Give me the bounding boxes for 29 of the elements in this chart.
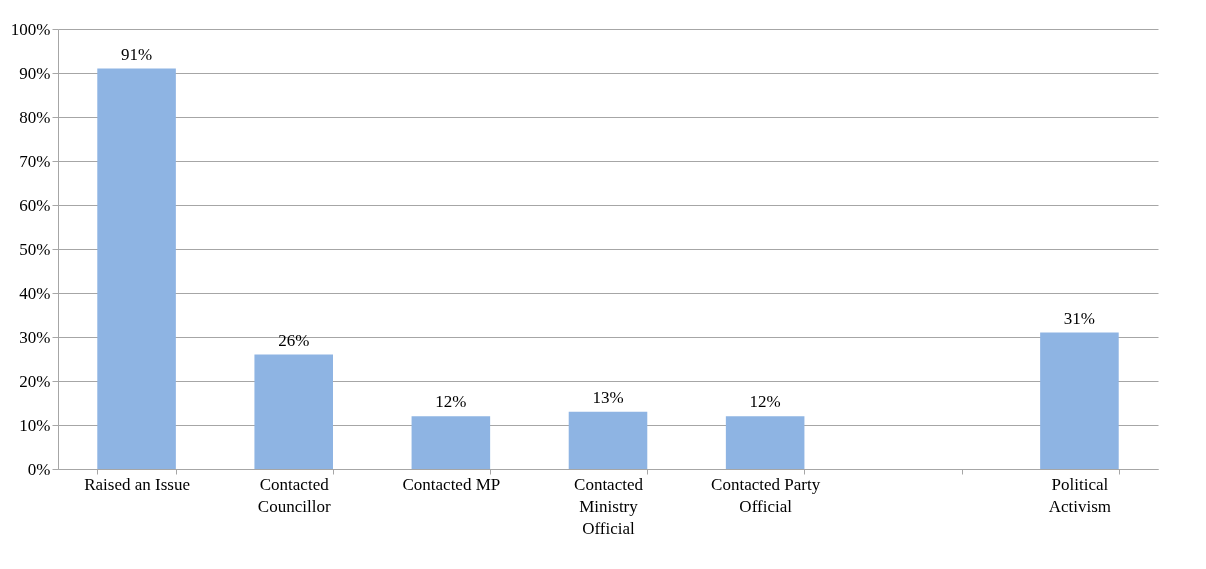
- y-tick-label: 100%: [10, 19, 51, 39]
- bar: [411, 416, 491, 469]
- data-label: 91%: [120, 44, 153, 64]
- x-tick-label: Political Activism: [1048, 474, 1112, 516]
- data-label: 31%: [1063, 308, 1096, 328]
- y-tick-label: 30%: [19, 327, 51, 347]
- bar: [1040, 332, 1119, 469]
- x-tick-label: Contacted MP: [402, 474, 501, 494]
- y-tick-label: 20%: [19, 371, 51, 391]
- y-tick-label: 10%: [19, 415, 51, 435]
- bar: [725, 416, 805, 469]
- y-tick-label: 0%: [27, 459, 51, 479]
- y-tick-label: 40%: [19, 283, 51, 303]
- x-tick-label: Contacted Ministry Official: [574, 474, 644, 538]
- y-tick-label: 60%: [19, 195, 51, 215]
- bar: [254, 354, 333, 469]
- bar: [97, 68, 176, 469]
- x-tick-label: Contacted Party Official: [711, 474, 821, 516]
- y-tick-label: 80%: [19, 107, 51, 127]
- bar: [568, 411, 648, 469]
- y-tick-label: 90%: [19, 63, 51, 83]
- data-label: 26%: [278, 330, 310, 350]
- data-label: 12%: [435, 392, 467, 412]
- y-tick-label: 50%: [19, 239, 51, 259]
- x-tick-label: Contacted Councillor: [257, 474, 331, 516]
- data-label: 12%: [749, 392, 781, 412]
- data-label: 13%: [592, 387, 624, 407]
- x-tick-label: Raised an Issue: [84, 474, 190, 494]
- y-tick-label: 70%: [19, 151, 51, 171]
